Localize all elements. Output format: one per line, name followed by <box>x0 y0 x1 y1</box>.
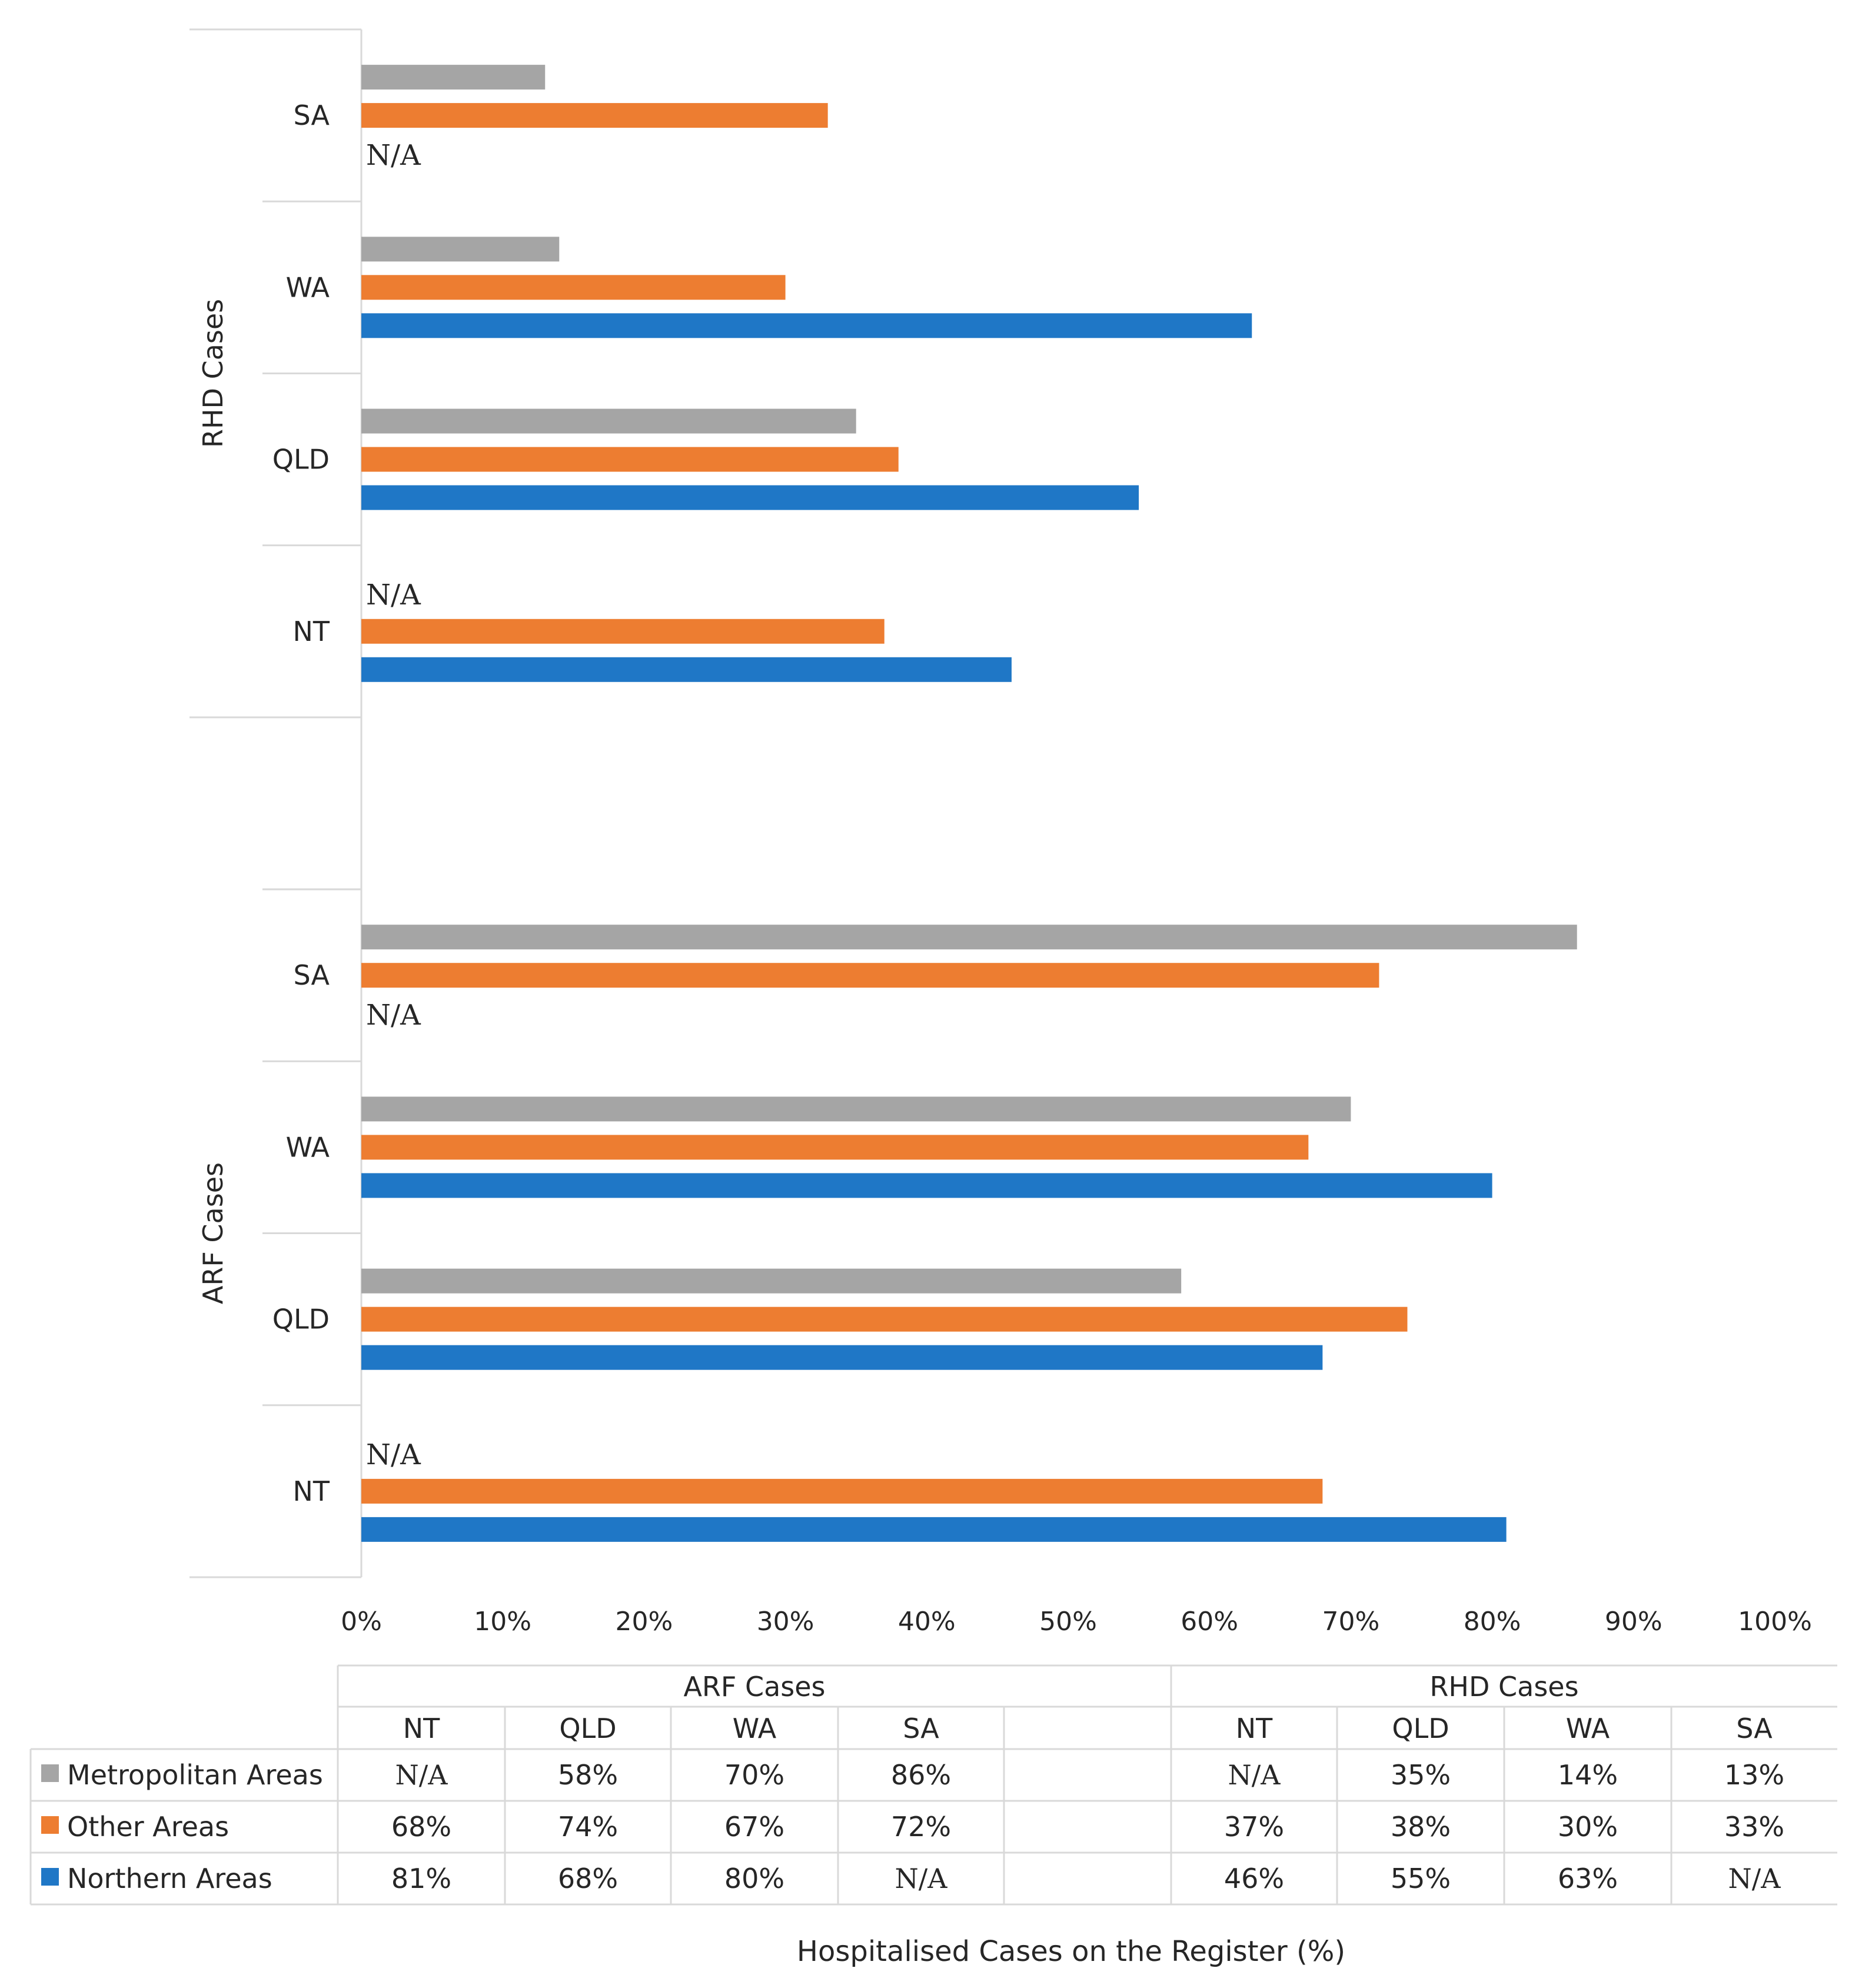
bar-metropolitan-wa <box>361 1096 1351 1122</box>
table-cell: 58% <box>558 1759 618 1791</box>
category-label-qld: QLD <box>272 444 330 476</box>
x-axis-label: Hospitalised Cases on the Register (%) <box>797 1935 1345 1968</box>
bar-missing-label: N/A <box>366 1438 421 1471</box>
table-cell: 81% <box>391 1863 451 1894</box>
table-column-header: SA <box>903 1713 939 1744</box>
table-column-header: SA <box>1736 1713 1773 1744</box>
table-cell: 72% <box>891 1811 951 1843</box>
x-tick-label: 50% <box>1039 1607 1097 1637</box>
table-cell: N/A <box>895 1863 948 1894</box>
bar-other-sa <box>361 103 828 128</box>
table-group-header: ARF Cases <box>683 1671 825 1703</box>
x-tick-label: 100% <box>1738 1607 1812 1637</box>
table-cell: 68% <box>391 1811 451 1843</box>
bar-metropolitan-sa <box>361 925 1577 950</box>
table-column-header: WA <box>733 1713 777 1744</box>
table-cell: 63% <box>1558 1863 1618 1894</box>
table-cell: N/A <box>1728 1863 1781 1894</box>
table-cell: 74% <box>558 1811 618 1843</box>
bar-metropolitan-qld <box>361 408 856 434</box>
table-cell: 33% <box>1724 1811 1784 1843</box>
table-column-header: NT <box>403 1713 440 1744</box>
bar-missing-label: N/A <box>366 579 421 611</box>
category-label-sa: SA <box>293 959 330 991</box>
category-label-qld: QLD <box>272 1304 330 1335</box>
bar-missing-label: N/A <box>366 999 421 1032</box>
x-tick-label: 90% <box>1605 1607 1662 1637</box>
table-cell: 13% <box>1724 1759 1784 1791</box>
bar-missing-label: N/A <box>366 139 421 172</box>
table-column-header: QLD <box>1392 1713 1449 1744</box>
legend-swatch <box>41 1764 59 1782</box>
category-label-wa: WA <box>286 1131 330 1163</box>
axes: NT QLD WA SA NT QLD WA SA ARF Cases RHD Cases 0% 10… <box>189 28 1812 1637</box>
category-label-nt: NT <box>292 616 330 647</box>
table-cell: 55% <box>1391 1863 1451 1894</box>
category-label-sa: SA <box>293 99 330 131</box>
legend-label: Northern Areas <box>67 1863 272 1894</box>
table-cell: 68% <box>558 1863 618 1894</box>
category-label-wa: WA <box>286 271 330 303</box>
table-cell: 46% <box>1224 1863 1284 1894</box>
bar-northern-qld <box>361 1345 1323 1370</box>
table-cell: N/A <box>1228 1759 1281 1791</box>
x-tick-label: 70% <box>1322 1607 1380 1637</box>
table-cell: 37% <box>1224 1811 1284 1843</box>
table-column-header: QLD <box>559 1713 616 1744</box>
bar-other-nt <box>361 619 885 644</box>
bar-other-qld <box>361 447 899 472</box>
table-cell: 70% <box>724 1759 784 1791</box>
bar-northern-qld <box>361 485 1139 510</box>
bar-northern-nt <box>361 1517 1507 1542</box>
bar-northern-nt <box>361 657 1012 682</box>
x-tick-label: 40% <box>898 1607 956 1637</box>
table-cell: 35% <box>1391 1759 1451 1791</box>
table-column-header: NT <box>1236 1713 1273 1744</box>
table-cell: N/A <box>395 1759 448 1791</box>
legend-label: Metropolitan Areas <box>67 1759 323 1791</box>
legend-label: Other Areas <box>67 1811 229 1843</box>
table-cell: 67% <box>724 1811 784 1843</box>
table-group-header: RHD Cases <box>1429 1671 1578 1703</box>
legend-swatch <box>41 1868 59 1886</box>
bar-other-wa <box>361 275 786 300</box>
legend-swatch <box>41 1816 59 1834</box>
category-label-nt: NT <box>292 1475 330 1507</box>
bars: N/A N/A N/A N/A <box>361 65 1577 1542</box>
x-tick-label: 80% <box>1464 1607 1521 1637</box>
table-cell: 30% <box>1558 1811 1618 1843</box>
data-table: ARF Cases RHD Cases NT QLD WA SA NT QLD WA SA Metr… <box>29 1664 1837 1906</box>
group-label-arf: ARF Cases <box>197 1162 229 1304</box>
group-label-rhd: RHD Cases <box>197 299 229 448</box>
bar-metropolitan-qld <box>361 1268 1182 1294</box>
table-column-header: WA <box>1566 1713 1610 1744</box>
bar-metropolitan-sa <box>361 65 546 90</box>
table-cell: 80% <box>724 1863 784 1894</box>
x-tick-label: 0% <box>341 1607 382 1637</box>
x-tick-label: 10% <box>474 1607 531 1637</box>
bar-other-qld <box>361 1307 1408 1332</box>
bar-metropolitan-wa <box>361 237 560 262</box>
bar-other-sa <box>361 963 1379 988</box>
bar-other-nt <box>361 1478 1323 1504</box>
table-cell: 14% <box>1558 1759 1618 1791</box>
bar-northern-wa <box>361 313 1252 338</box>
bar-other-wa <box>361 1135 1309 1160</box>
bar-northern-wa <box>361 1173 1492 1198</box>
x-tick-label: 30% <box>757 1607 814 1637</box>
table-cell: 38% <box>1391 1811 1451 1843</box>
table-cell: 86% <box>891 1759 951 1791</box>
x-tick-label: 60% <box>1181 1607 1238 1637</box>
x-tick-label: 20% <box>616 1607 673 1637</box>
